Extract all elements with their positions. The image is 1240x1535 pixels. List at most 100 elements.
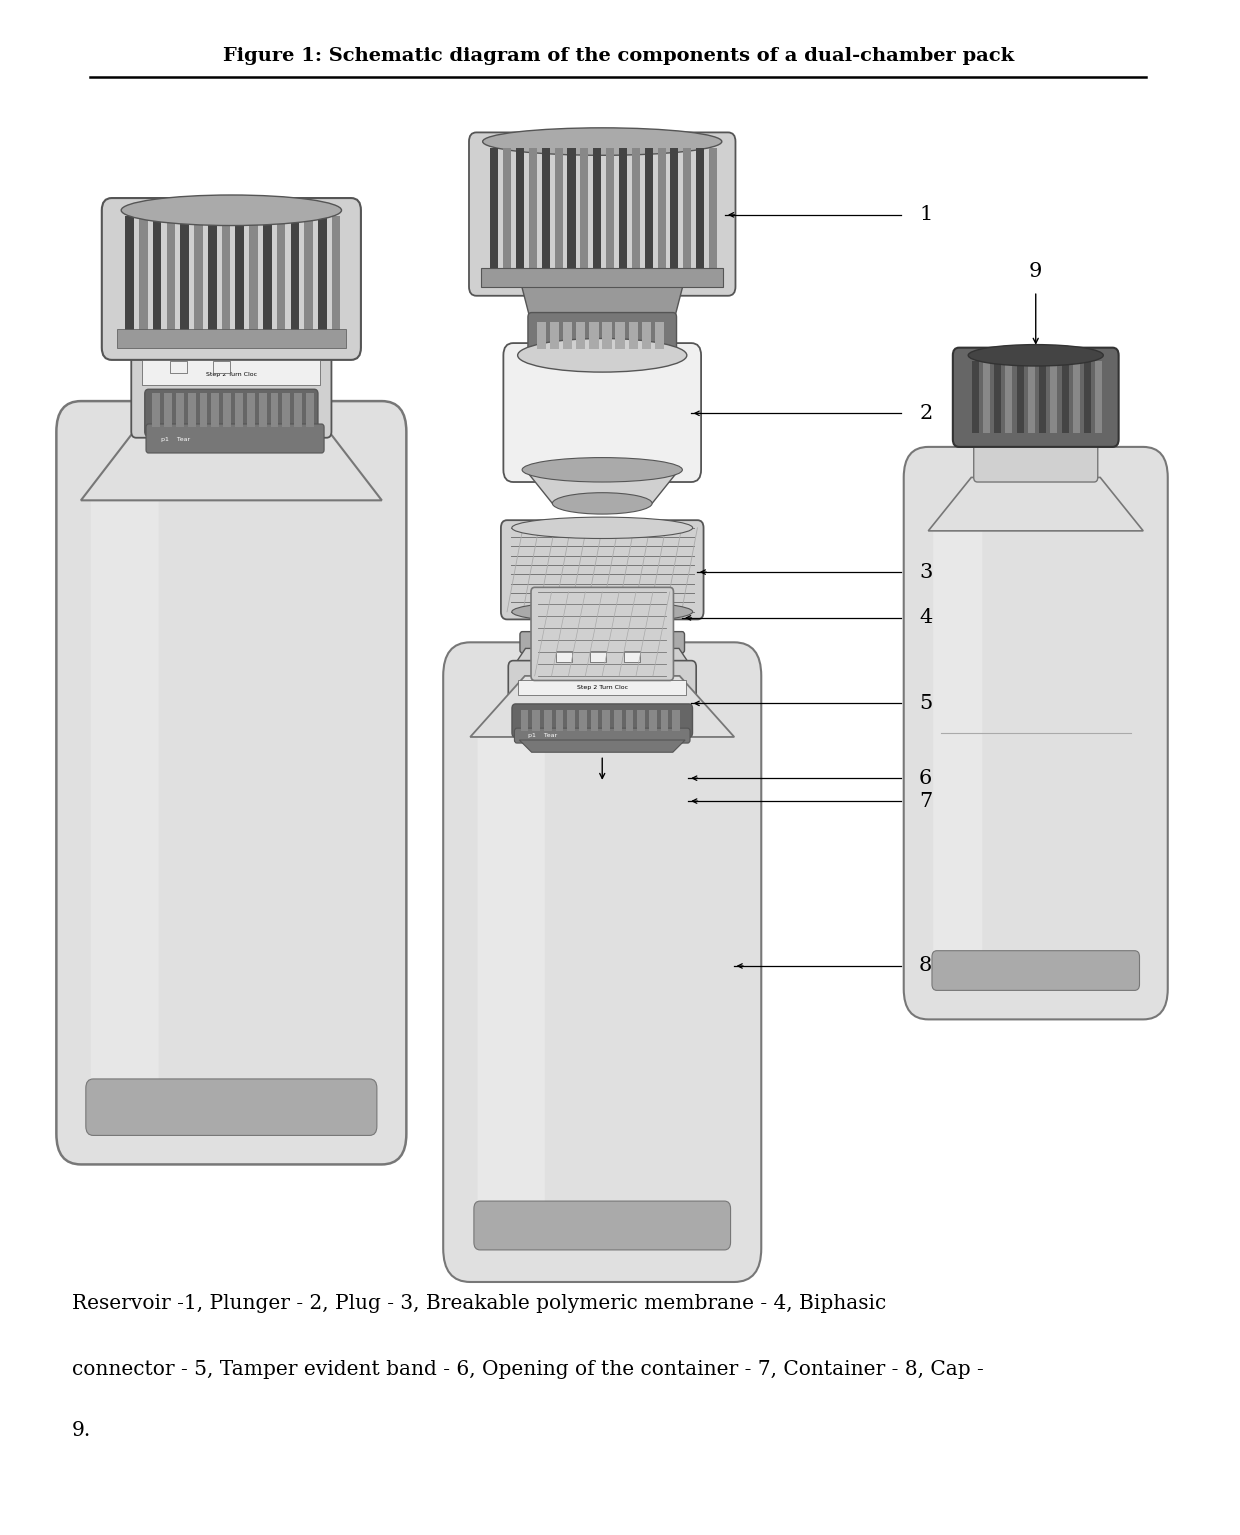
Ellipse shape [968, 345, 1104, 365]
Bar [236, 216, 244, 342]
Bar [200, 393, 207, 427]
Bar [556, 711, 563, 731]
Bar [614, 711, 621, 731]
Bar [589, 322, 599, 348]
Bar [195, 216, 203, 342]
Bar [247, 393, 254, 427]
Text: 8: 8 [919, 956, 932, 975]
Bar [661, 711, 668, 731]
Bar [606, 147, 614, 281]
Bar [164, 393, 172, 427]
Bar [1028, 361, 1035, 433]
Bar [213, 361, 231, 373]
FancyBboxPatch shape [515, 728, 689, 743]
Ellipse shape [482, 127, 722, 155]
Bar [549, 322, 559, 348]
Bar [153, 216, 161, 342]
FancyBboxPatch shape [531, 588, 673, 680]
Bar [153, 393, 160, 427]
Text: p1    Tear: p1 Tear [161, 437, 190, 442]
Bar [1050, 361, 1058, 433]
Bar [641, 322, 651, 348]
Bar [568, 147, 575, 281]
FancyBboxPatch shape [973, 434, 1097, 482]
Bar [516, 147, 525, 281]
FancyBboxPatch shape [501, 520, 703, 620]
Bar [575, 322, 585, 348]
FancyBboxPatch shape [528, 313, 677, 356]
Ellipse shape [552, 493, 652, 514]
Polygon shape [526, 470, 680, 503]
Bar [332, 216, 341, 342]
Bar [117, 330, 346, 347]
Bar [593, 147, 601, 281]
Bar [590, 711, 599, 731]
Text: Step 2 Turn Cloc: Step 2 Turn Cloc [577, 685, 627, 689]
FancyBboxPatch shape [477, 725, 544, 1214]
Bar [304, 216, 312, 342]
Bar [319, 216, 326, 342]
Bar [683, 147, 692, 281]
FancyBboxPatch shape [86, 1079, 377, 1136]
Polygon shape [520, 740, 686, 752]
Bar [270, 393, 279, 427]
Text: p1    Tear: p1 Tear [528, 734, 557, 738]
Text: 5: 5 [919, 694, 932, 712]
FancyBboxPatch shape [512, 705, 692, 737]
Bar [139, 216, 148, 342]
Polygon shape [470, 675, 734, 737]
Bar [481, 269, 723, 287]
Bar [696, 147, 704, 281]
Bar [306, 393, 314, 427]
Ellipse shape [517, 339, 687, 371]
Text: connector - 5, Tamper evident band - 6, Opening of the container - 7, Container : connector - 5, Tamper evident band - 6, … [72, 1360, 983, 1378]
Text: 9.: 9. [72, 1421, 91, 1440]
Bar [709, 147, 717, 281]
Bar [263, 216, 272, 342]
Bar [277, 216, 285, 342]
Bar [637, 711, 645, 731]
Bar [629, 322, 637, 348]
FancyBboxPatch shape [508, 660, 696, 717]
Bar [655, 322, 665, 348]
Bar [166, 216, 175, 342]
Bar [503, 147, 511, 281]
Bar [290, 216, 299, 342]
Bar [649, 711, 657, 731]
FancyBboxPatch shape [91, 480, 159, 1101]
Text: 2: 2 [919, 404, 932, 422]
Bar [1095, 361, 1102, 433]
Bar [236, 393, 243, 427]
Text: 9: 9 [1029, 262, 1043, 281]
Bar [645, 147, 652, 281]
Bar [590, 651, 606, 662]
Bar [143, 361, 320, 385]
Bar [994, 361, 1001, 433]
FancyBboxPatch shape [474, 1200, 730, 1249]
Text: 4: 4 [919, 608, 932, 628]
Bar [619, 147, 627, 281]
FancyBboxPatch shape [146, 424, 324, 453]
FancyBboxPatch shape [443, 642, 761, 1282]
Bar [542, 147, 549, 281]
Bar [1017, 361, 1024, 433]
FancyBboxPatch shape [145, 390, 317, 436]
Bar [972, 361, 978, 433]
Text: Figure 1: Schematic diagram of the components of a dual-chamber pack: Figure 1: Schematic diagram of the compo… [223, 48, 1014, 64]
Bar [532, 711, 539, 731]
Bar [603, 322, 611, 348]
Text: 7: 7 [919, 792, 932, 810]
Bar [249, 216, 258, 342]
Bar [567, 711, 575, 731]
Bar [1039, 361, 1047, 433]
FancyBboxPatch shape [904, 447, 1168, 1019]
Bar [983, 361, 990, 433]
Bar [624, 651, 640, 662]
Bar [259, 393, 267, 427]
Text: 6: 6 [919, 769, 932, 787]
Bar [283, 393, 290, 427]
Bar [490, 147, 498, 281]
FancyBboxPatch shape [469, 132, 735, 296]
Polygon shape [522, 287, 683, 325]
Bar [615, 322, 625, 348]
